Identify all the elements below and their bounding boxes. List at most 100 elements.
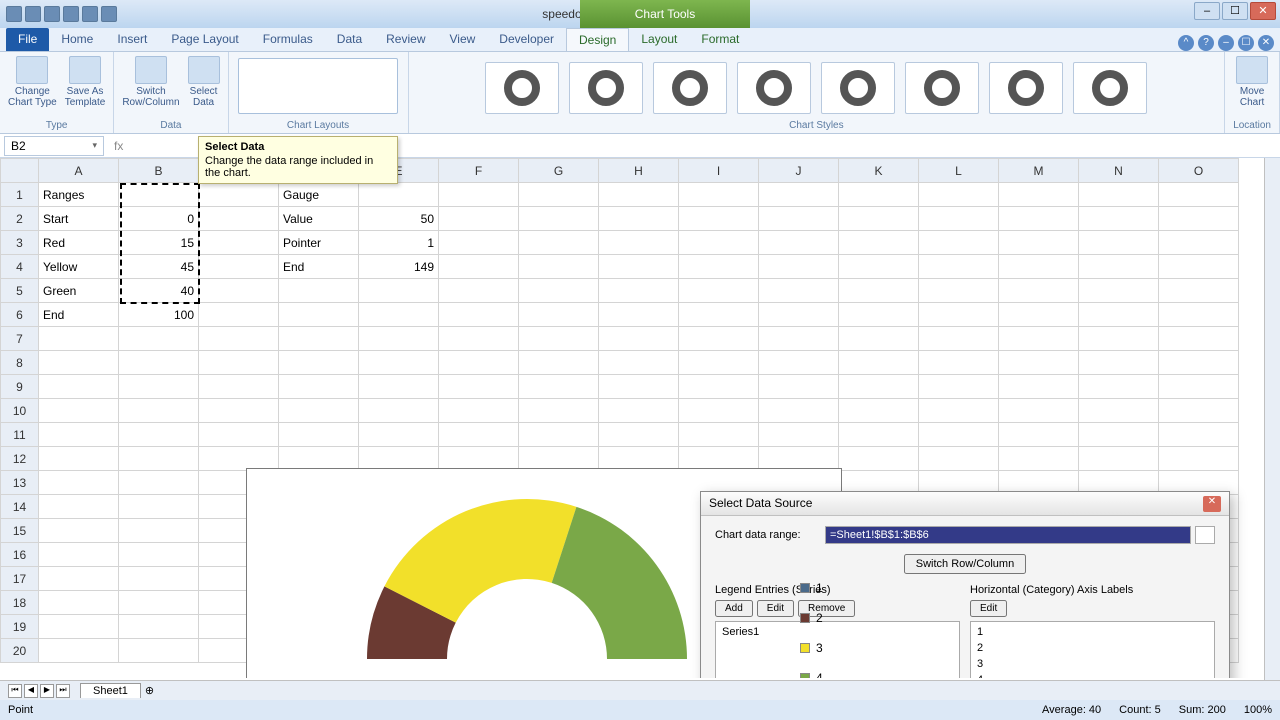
cell-K2[interactable]	[839, 207, 919, 231]
cell-K3[interactable]	[839, 231, 919, 255]
move-chart-button[interactable]: Move Chart	[1236, 56, 1268, 108]
cell-G11[interactable]	[519, 423, 599, 447]
cell-B18[interactable]	[119, 591, 199, 615]
cell-H2[interactable]	[599, 207, 679, 231]
category-item[interactable]: 4	[977, 672, 1208, 678]
cell-M4[interactable]	[999, 255, 1079, 279]
cell-H9[interactable]	[599, 375, 679, 399]
cell-K5[interactable]	[839, 279, 919, 303]
chart-style-thumb[interactable]	[821, 62, 895, 114]
prev-sheet-button[interactable]: ◀	[24, 684, 38, 698]
cell-N7[interactable]	[1079, 327, 1159, 351]
cell-F12[interactable]	[439, 447, 519, 471]
cell-J6[interactable]	[759, 303, 839, 327]
cell-B10[interactable]	[119, 399, 199, 423]
cell-E11[interactable]	[359, 423, 439, 447]
cell-A2[interactable]: Start	[39, 207, 119, 231]
cell-A10[interactable]	[39, 399, 119, 423]
cell-A17[interactable]	[39, 567, 119, 591]
cell-F4[interactable]	[439, 255, 519, 279]
cell-A12[interactable]	[39, 447, 119, 471]
cell-A13[interactable]	[39, 471, 119, 495]
cell-C12[interactable]	[199, 447, 279, 471]
cell-A19[interactable]	[39, 615, 119, 639]
cell-B1[interactable]	[119, 183, 199, 207]
series-item[interactable]: Series1	[722, 624, 953, 640]
cell-C11[interactable]	[199, 423, 279, 447]
tab-format[interactable]: Format	[689, 28, 751, 51]
cell-N11[interactable]	[1079, 423, 1159, 447]
cell-F8[interactable]	[439, 351, 519, 375]
cell-G12[interactable]	[519, 447, 599, 471]
status-zoom[interactable]: 100%	[1244, 704, 1272, 716]
cell-N4[interactable]	[1079, 255, 1159, 279]
select-data-button[interactable]: Select Data	[188, 56, 220, 108]
tab-design[interactable]: Design	[566, 28, 629, 51]
cell-L4[interactable]	[919, 255, 999, 279]
cell-G8[interactable]	[519, 351, 599, 375]
cell-O1[interactable]	[1159, 183, 1239, 207]
tab-insert[interactable]: Insert	[105, 28, 159, 51]
cell-L2[interactable]	[919, 207, 999, 231]
cell-J12[interactable]	[759, 447, 839, 471]
cell-D10[interactable]	[279, 399, 359, 423]
cell-D2[interactable]: Value	[279, 207, 359, 231]
cell-A7[interactable]	[39, 327, 119, 351]
chart-style-thumb[interactable]	[1073, 62, 1147, 114]
cell-B4[interactable]: 45	[119, 255, 199, 279]
cell-B15[interactable]	[119, 519, 199, 543]
cell-M11[interactable]	[999, 423, 1079, 447]
cell-K8[interactable]	[839, 351, 919, 375]
cell-F11[interactable]	[439, 423, 519, 447]
cell-J7[interactable]	[759, 327, 839, 351]
cell-A14[interactable]	[39, 495, 119, 519]
minimize-ribbon-icon[interactable]: ^	[1178, 35, 1194, 51]
workbook-min-icon[interactable]: –	[1218, 35, 1234, 51]
category-item[interactable]: 2	[977, 640, 1208, 656]
cell-A20[interactable]	[39, 639, 119, 663]
cell-F6[interactable]	[439, 303, 519, 327]
cell-O8[interactable]	[1159, 351, 1239, 375]
cell-C6[interactable]	[199, 303, 279, 327]
qat-item-icon[interactable]	[101, 6, 117, 22]
cell-I3[interactable]	[679, 231, 759, 255]
cell-O12[interactable]	[1159, 447, 1239, 471]
cell-F10[interactable]	[439, 399, 519, 423]
tab-layout[interactable]: Layout	[629, 28, 689, 51]
cell-H10[interactable]	[599, 399, 679, 423]
vertical-scrollbar[interactable]	[1264, 158, 1280, 680]
cell-F1[interactable]	[439, 183, 519, 207]
cell-E7[interactable]	[359, 327, 439, 351]
cell-J10[interactable]	[759, 399, 839, 423]
cell-I9[interactable]	[679, 375, 759, 399]
cell-H11[interactable]	[599, 423, 679, 447]
tab-developer[interactable]: Developer	[487, 28, 566, 51]
cell-A15[interactable]	[39, 519, 119, 543]
cell-O3[interactable]	[1159, 231, 1239, 255]
cell-G10[interactable]	[519, 399, 599, 423]
cell-G4[interactable]	[519, 255, 599, 279]
cell-N3[interactable]	[1079, 231, 1159, 255]
chart-layouts-gallery[interactable]	[238, 58, 398, 114]
tab-view[interactable]: View	[438, 28, 488, 51]
cell-O9[interactable]	[1159, 375, 1239, 399]
cell-D6[interactable]	[279, 303, 359, 327]
cell-C9[interactable]	[199, 375, 279, 399]
cell-A6[interactable]: End	[39, 303, 119, 327]
cell-N2[interactable]	[1079, 207, 1159, 231]
cell-A9[interactable]	[39, 375, 119, 399]
cell-C5[interactable]	[199, 279, 279, 303]
qat-item-icon[interactable]	[82, 6, 98, 22]
cell-E5[interactable]	[359, 279, 439, 303]
minimize-button[interactable]: –	[1194, 2, 1220, 20]
cell-B20[interactable]	[119, 639, 199, 663]
cell-M6[interactable]	[999, 303, 1079, 327]
cell-C2[interactable]	[199, 207, 279, 231]
cell-C3[interactable]	[199, 231, 279, 255]
fx-icon[interactable]: fx	[108, 139, 129, 153]
cell-A16[interactable]	[39, 543, 119, 567]
cell-D5[interactable]	[279, 279, 359, 303]
cell-D12[interactable]	[279, 447, 359, 471]
cell-B17[interactable]	[119, 567, 199, 591]
cell-H6[interactable]	[599, 303, 679, 327]
